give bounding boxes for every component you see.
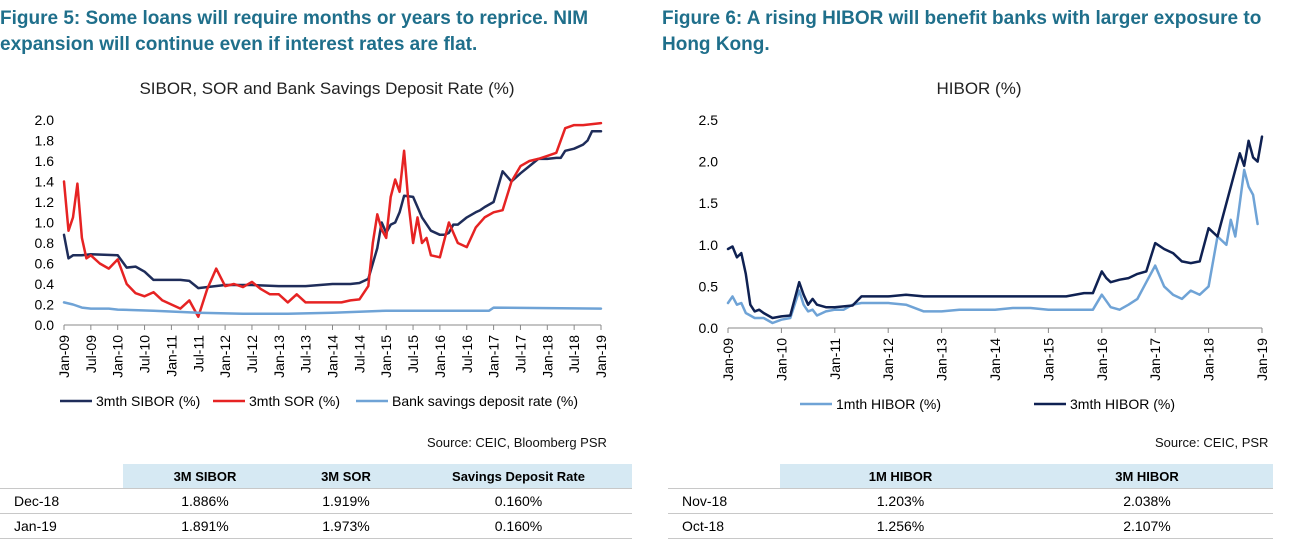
x-tick-label: Jul-15	[405, 335, 421, 373]
x-tick-label: Jan-14	[987, 338, 1003, 381]
series-line-1	[62, 121, 603, 319]
table-cell: 0.160%	[405, 488, 632, 514]
x-tick-label: Jan-14	[325, 335, 341, 378]
y-tick-label: 0.6	[35, 256, 55, 272]
y-tick-label: 1.5	[699, 195, 719, 211]
x-tick-label: Jan-19	[593, 335, 609, 378]
y-tick-label: 0.2	[35, 297, 55, 313]
x-tick-label: Jan-12	[880, 338, 896, 381]
x-tick-label: Jul-09	[83, 335, 99, 373]
legend-label: 3mth SOR (%)	[249, 393, 340, 409]
legend-label: Bank savings deposit rate (%)	[392, 393, 578, 409]
table-row: Dec-18 1.886% 1.919% 0.160%	[0, 488, 632, 514]
x-tick-label: Jan-09	[56, 335, 72, 378]
table-cell: 1.919%	[287, 488, 405, 514]
table-cell: 1.886%	[123, 488, 287, 514]
y-tick-label: 0.4	[35, 276, 55, 292]
y-tick-label: 1.0	[35, 215, 55, 231]
x-tick-label: Jan-13	[271, 335, 287, 378]
series-line-2	[62, 301, 603, 315]
y-tick-label: 2.0	[35, 112, 55, 128]
x-tick-label: Jan-16	[1094, 338, 1110, 381]
figure-5-rates-table: 3M SIBOR 3M SOR Savings Deposit Rate Dec…	[0, 464, 632, 539]
y-tick-label: 2.5	[699, 112, 719, 128]
x-tick-label: Jul-17	[512, 335, 528, 373]
x-tick-label: Jan-13	[934, 338, 950, 381]
series-line-0	[726, 168, 1259, 325]
table-row: Nov-18 1.203% 2.038%	[668, 488, 1273, 514]
table-cell: 2.107%	[1021, 513, 1273, 539]
table-cell: Dec-18	[0, 488, 123, 514]
table-header-cell: 3M SIBOR	[123, 464, 287, 489]
sibor-sor-chart: SIBOR, SOR and Bank Savings Deposit Rate…	[35, 79, 609, 409]
table-cell: 2.038%	[1021, 488, 1273, 514]
x-tick-label: Jan-15	[378, 335, 394, 378]
legend-label: 3mth HIBOR (%)	[1070, 396, 1175, 412]
figure-5-heading: Figure 5: Some loans will require months…	[0, 8, 589, 55]
table-cell: 1.256%	[780, 513, 1021, 539]
x-tick-label: Jul-10	[137, 335, 153, 373]
figure-6-panel: Figure 6: A rising HIBOR will benefit ba…	[662, 0, 1302, 545]
chart-title: SIBOR, SOR and Bank Savings Deposit Rate…	[139, 79, 514, 98]
table-row: Oct-18 1.256% 2.107%	[668, 513, 1273, 539]
hibor-chart: HIBOR (%) 0.0 0.5 1.0 1.5 2.0 2.5 Jan-09 Jan-10 J…	[699, 79, 1270, 412]
table-cell: Nov-18	[668, 488, 780, 514]
legend-label: 1mth HIBOR (%)	[836, 396, 941, 412]
table-header-cell: 3M HIBOR	[1021, 464, 1273, 489]
x-tick-label: Jan-17	[1147, 338, 1163, 381]
table-cell: Oct-18	[668, 513, 780, 539]
x-tick-label: Jul-11	[190, 335, 206, 372]
figure-5-source: Source: CEIC, Bloomberg PSR	[427, 435, 607, 450]
x-tick-label: Jan-16	[432, 335, 448, 378]
x-tick-label: Jan-09	[720, 338, 736, 381]
x-tick-label: Jul-16	[459, 335, 475, 373]
x-tick-label: Jul-14	[351, 335, 367, 373]
series-line-1	[726, 135, 1264, 320]
figure-6-heading: Figure 6: A rising HIBOR will benefit ba…	[662, 8, 1262, 55]
figure-6-source: Source: CEIC, PSR	[1155, 435, 1269, 450]
y-tick-label: 0.0	[35, 317, 55, 333]
table-row: Jan-19 1.891% 1.973% 0.160%	[0, 513, 632, 539]
table-cell: 1.891%	[123, 513, 287, 539]
x-tick-label: Jul-12	[244, 335, 260, 373]
y-tick-label: 0.5	[699, 278, 719, 294]
x-tick-label: Jan-11	[163, 335, 179, 377]
table-header-cell: 1M HIBOR	[780, 464, 1021, 489]
x-tick-label: Jan-12	[217, 335, 233, 378]
table-cell: 1.203%	[780, 488, 1021, 514]
y-tick-label: 1.8	[35, 133, 55, 149]
x-tick-label: Jan-18	[539, 335, 555, 378]
legend-label: 3mth SIBOR (%)	[96, 393, 200, 409]
x-tick-label: Jan-17	[486, 335, 502, 378]
x-tick-label: Jul-18	[566, 335, 582, 373]
y-tick-label: 1.4	[35, 174, 55, 190]
y-tick-label: 1.6	[35, 153, 55, 169]
y-tick-label: 0.0	[699, 320, 719, 336]
table-header-cell: 3M SOR	[287, 464, 405, 489]
y-tick-label: 2.0	[699, 154, 719, 170]
series-line-0	[62, 130, 603, 290]
x-tick-label: Jan-10	[110, 335, 126, 378]
y-tick-label: 0.8	[35, 235, 55, 251]
x-tick-label: Jan-11	[827, 338, 843, 380]
figure-6-rates-table: 1M HIBOR 3M HIBOR Nov-18 1.203% 2.038% O…	[668, 464, 1273, 539]
y-tick-label: 1.0	[699, 237, 719, 253]
table-cell: 0.160%	[405, 513, 632, 539]
table-cell: 1.973%	[287, 513, 405, 539]
table-header-row: 1M HIBOR 3M HIBOR	[668, 464, 1273, 489]
y-tick-label: 1.2	[35, 194, 55, 210]
figure-5-panel: Figure 5: Some loans will require months…	[0, 0, 640, 545]
table-header-cell: Savings Deposit Rate	[405, 464, 632, 489]
table-header-cell	[668, 464, 780, 489]
chart-title: HIBOR (%)	[937, 79, 1022, 98]
x-tick-label: Jan-19	[1254, 338, 1270, 381]
x-tick-label: Jan-18	[1201, 338, 1217, 381]
table-header-cell	[0, 464, 123, 489]
x-tick-label: Jan-15	[1040, 338, 1056, 381]
x-tick-label: Jan-10	[773, 338, 789, 381]
x-tick-label: Jul-13	[298, 335, 314, 373]
table-header-row: 3M SIBOR 3M SOR Savings Deposit Rate	[0, 464, 632, 489]
table-cell: Jan-19	[0, 513, 123, 539]
